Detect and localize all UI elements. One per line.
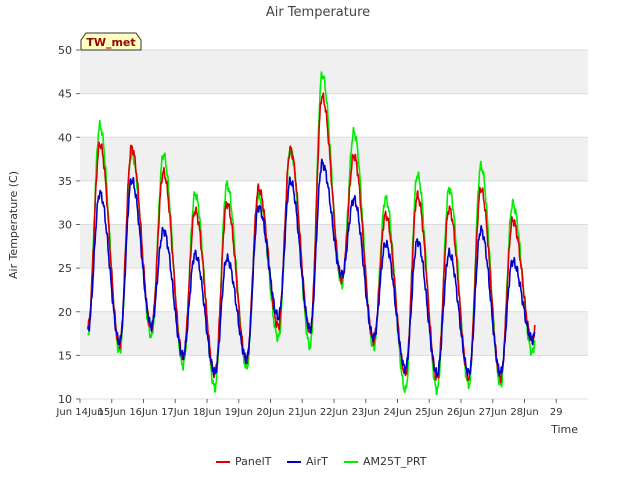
x-tick-label: 24Jun (383, 407, 411, 418)
y-axis-label: Air Temperature (C) (7, 171, 20, 279)
x-axis-label: Time (550, 423, 578, 436)
plot-band (80, 311, 588, 356)
x-tick-label: 19Jun (225, 407, 253, 418)
y-tick-label: 50 (58, 44, 72, 57)
series-layer (87, 71, 536, 396)
y-tick-label: 10 (58, 393, 72, 406)
site-badge-label: TW_met (86, 36, 135, 49)
y-tick-label: 20 (58, 306, 72, 319)
site-badge: TW_met (80, 32, 142, 51)
plot-band (80, 137, 588, 181)
series-line-airt (87, 158, 536, 377)
x-tick-label: 28Jun (510, 407, 538, 418)
x-tick-label: Jun 14Jun (55, 407, 103, 418)
legend: PanelT AirT AM25T_PRT (216, 455, 427, 468)
x-tick-label: 21Jun (288, 407, 316, 418)
x-tick-label: 18Jun (193, 407, 221, 418)
x-tick-label: 22Jun (320, 407, 348, 418)
grid-lines (80, 49, 588, 400)
legend-label-am25t-prt: AM25T_PRT (363, 455, 427, 468)
x-tick-label: 27Jun (479, 407, 507, 418)
x-tick-label: 29 (550, 407, 563, 418)
y-tick-label: 45 (58, 88, 72, 101)
y-tick-label: 25 (58, 262, 72, 275)
legend-label-airt: AirT (306, 455, 328, 468)
x-tick-label: 17Jun (161, 407, 189, 418)
x-tick-label: 23Jun (352, 407, 380, 418)
x-tick-label: 26Jun (447, 407, 475, 418)
x-tick-label: 25Jun (415, 407, 443, 418)
y-tick-label: 30 (58, 219, 72, 232)
x-tick-label: 20Jun (256, 407, 284, 418)
legend-label-panelt: PanelT (235, 455, 272, 468)
x-tick-label: 15Jun (98, 407, 126, 418)
y-tick-label: 40 (58, 131, 72, 144)
chart-title: Air Temperature (266, 5, 370, 20)
y-tick-label: 15 (58, 349, 72, 362)
plot-band (80, 50, 588, 94)
y-tick-label: 35 (58, 175, 72, 188)
x-tick-label: 16Jun (129, 407, 157, 418)
